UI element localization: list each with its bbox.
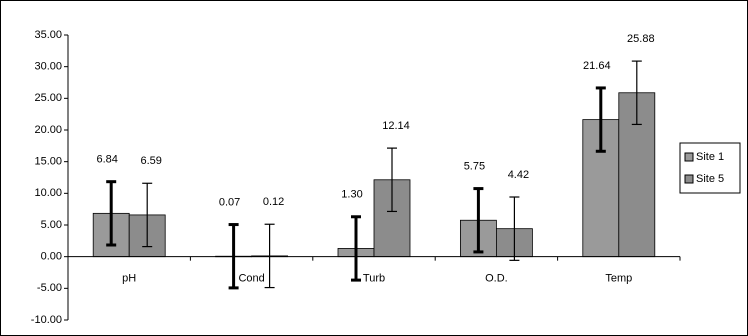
legend-swatch bbox=[684, 152, 694, 162]
x-tick-label: Turb bbox=[363, 273, 385, 285]
error-bar bbox=[142, 182, 153, 248]
value-label: 1.30 bbox=[341, 189, 362, 201]
error-bar bbox=[351, 215, 361, 282]
value-label: 6.59 bbox=[140, 155, 161, 167]
y-tick-label: 10.00 bbox=[34, 187, 62, 199]
y-tick-label: 20.00 bbox=[34, 124, 62, 136]
x-tick-label: pH bbox=[122, 273, 136, 285]
value-label: 0.07 bbox=[219, 196, 240, 208]
x-tick-label: Temp bbox=[605, 273, 632, 285]
legend-swatch bbox=[684, 174, 694, 184]
error-bar bbox=[387, 147, 397, 213]
legend-box bbox=[679, 142, 741, 194]
y-tick-label: -10.00 bbox=[31, 314, 62, 326]
error-bar bbox=[509, 196, 520, 261]
value-label: 25.88 bbox=[627, 33, 655, 45]
value-label: 6.84 bbox=[96, 154, 117, 166]
y-tick-label: 25.00 bbox=[34, 92, 62, 104]
value-label: 21.64 bbox=[583, 60, 611, 72]
y-tick-label: -5.00 bbox=[37, 282, 62, 294]
error-bar bbox=[631, 60, 642, 126]
error-bar bbox=[264, 223, 275, 289]
x-tick-label: O.D. bbox=[485, 273, 508, 285]
legend-label: Site 5 bbox=[696, 173, 724, 185]
legend-label: Site 1 bbox=[696, 151, 724, 163]
y-tick-label: 30.00 bbox=[34, 61, 62, 73]
value-label: 4.42 bbox=[508, 169, 529, 181]
error-bar bbox=[106, 180, 117, 247]
y-tick-label: 15.00 bbox=[34, 156, 62, 168]
y-tick-label: 5.00 bbox=[41, 219, 62, 231]
x-tick-label: Cond bbox=[238, 273, 264, 285]
value-label: 5.75 bbox=[464, 160, 485, 172]
error-bar bbox=[473, 187, 484, 254]
y-tick-label: 35.00 bbox=[34, 29, 62, 41]
value-label: 0.12 bbox=[263, 196, 284, 208]
y-tick-label: 0.00 bbox=[41, 251, 62, 263]
error-bar bbox=[595, 86, 606, 153]
value-label: 12.14 bbox=[382, 120, 410, 132]
